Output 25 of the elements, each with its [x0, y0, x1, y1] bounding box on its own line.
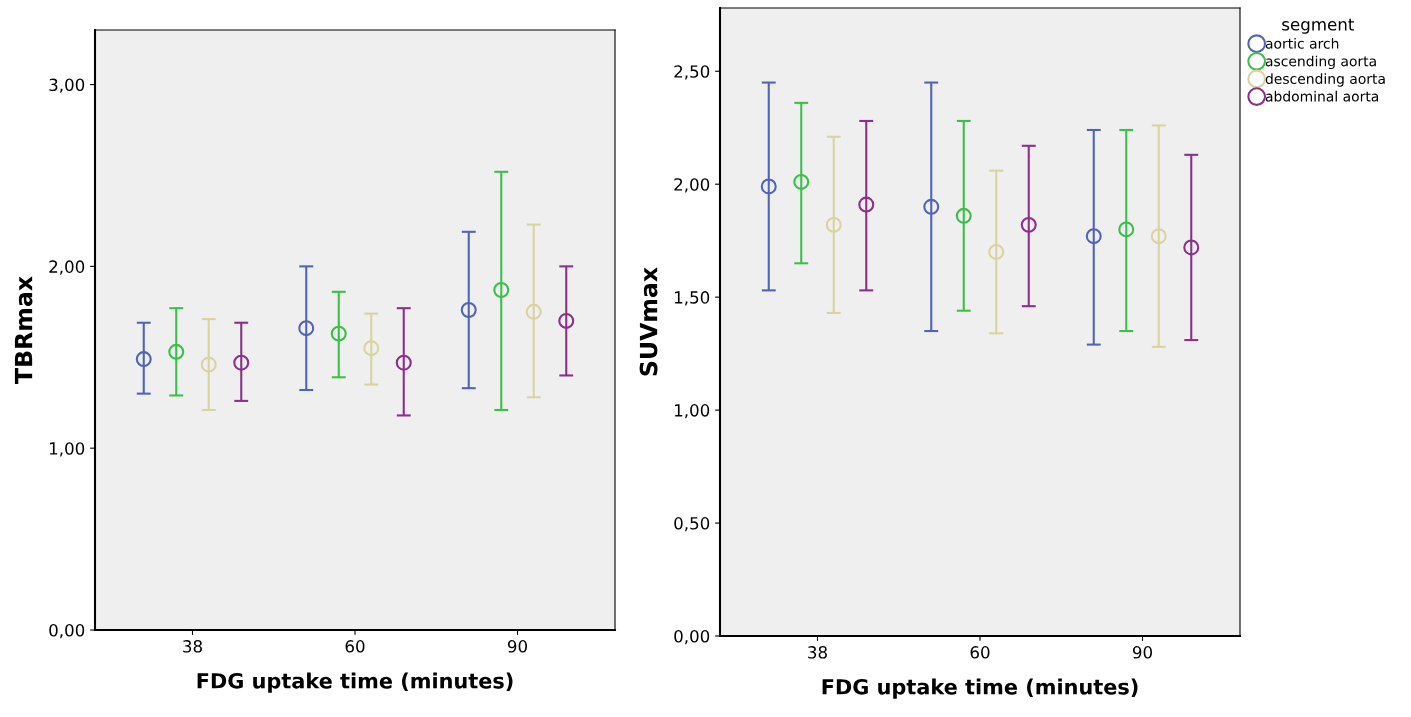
y-tick-label: 3,00 — [49, 78, 85, 93]
y-axis-title: TBRmax — [14, 276, 33, 384]
y-tick-label: 1,00 — [675, 404, 710, 419]
x-tick-label: 90 — [1132, 646, 1152, 659]
y-tick-label: 2,00 — [49, 260, 85, 275]
y-tick-label: 0,00 — [674, 629, 710, 645]
x-tick-label: 60 — [345, 640, 365, 653]
legend-label: ascending aorta — [1265, 55, 1376, 70]
y-tick-label: 0,00 — [49, 623, 85, 639]
legend-title: segment — [1282, 18, 1354, 34]
legend-label: aortic arch — [1265, 38, 1339, 49]
y-tick-label: 2,00 — [674, 178, 710, 193]
y-tick-label: 0,50 — [674, 517, 710, 532]
legend-label: descending aorta — [1265, 73, 1385, 87]
x-axis-title: FDG uptake time (minutes) — [197, 672, 513, 693]
x-tick-label: 38 — [183, 640, 202, 653]
y-tick-label: 1,50 — [675, 291, 710, 306]
legend-label: abdominal aorta — [1265, 90, 1379, 102]
x-tick-label: 90 — [507, 640, 527, 653]
x-tick-label: 60 — [970, 646, 990, 659]
y-tick-label: 2,50 — [674, 65, 710, 80]
x-axis-title: FDG uptake time (minutes) — [822, 678, 1138, 699]
x-tick-label: 38 — [808, 646, 827, 659]
y-axis-title: SUVmax — [639, 267, 658, 376]
y-tick-label: 1,00 — [50, 442, 85, 457]
